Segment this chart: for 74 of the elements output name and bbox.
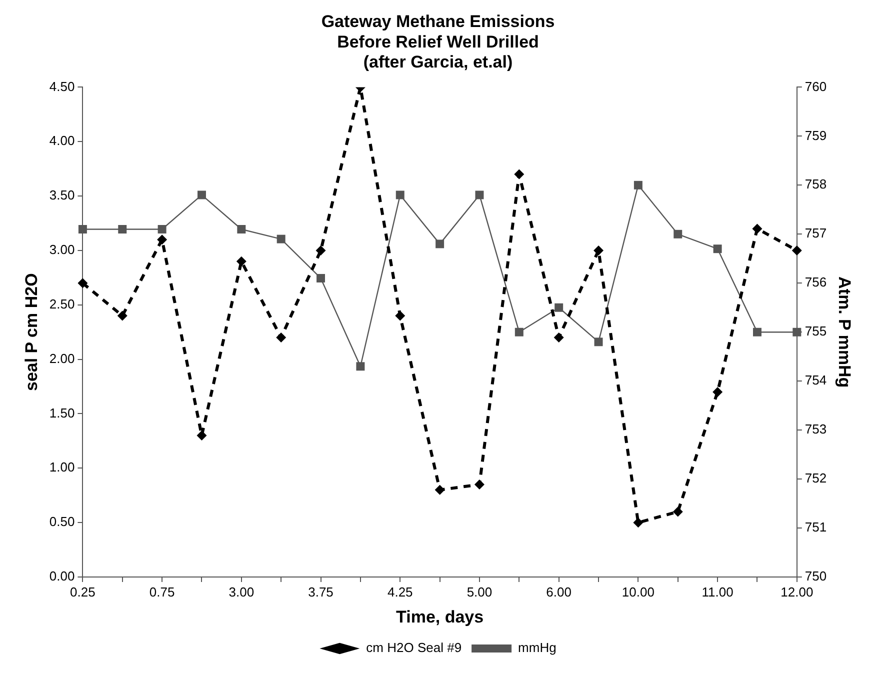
- x-tick-label: 3.75: [308, 584, 334, 600]
- point: [396, 190, 404, 200]
- point: [117, 310, 128, 321]
- point: [395, 310, 406, 321]
- point: [792, 328, 802, 336]
- point: [514, 328, 524, 336]
- y2-tick-label: 757: [804, 226, 827, 241]
- point: [196, 430, 207, 440]
- x-tick-label: 11.00: [702, 584, 734, 600]
- point: [78, 278, 88, 288]
- y2-tick-label: 751: [804, 520, 827, 535]
- x-tick-label: 10.00: [622, 584, 654, 600]
- y2-axis-title: Atm. P mmHg: [835, 276, 854, 388]
- y2-tick-label: 755: [804, 324, 827, 339]
- point: [672, 506, 683, 517]
- y2-tick-label: 759: [804, 128, 827, 143]
- y-tick-label: 2.00: [49, 350, 75, 366]
- chart-title: Gateway Methane Emissions Before Relief Well Drilled (after Garcia, et.al): [321, 12, 555, 72]
- y-tick-label: 0.00: [49, 568, 75, 584]
- point: [236, 256, 246, 266]
- y-tick-label: 3.00: [49, 242, 75, 258]
- point: [78, 225, 87, 234]
- point: [752, 224, 762, 234]
- y-tick-label: 4.00: [49, 133, 75, 148]
- point: [157, 234, 168, 245]
- x-tick-label: 4.25: [387, 584, 413, 600]
- y-tick-label: 0.50: [49, 514, 75, 530]
- point: [634, 180, 642, 190]
- x-tick-label: 5.00: [466, 584, 492, 600]
- point: [594, 245, 604, 256]
- x-tick-label: 0.25: [70, 584, 96, 600]
- point: [712, 386, 723, 397]
- point: [475, 190, 484, 200]
- y-tick-label: 1.50: [49, 405, 75, 420]
- legend-label: mmHg: [518, 640, 556, 656]
- point: [752, 328, 762, 336]
- y-tick-label: 3.50: [49, 188, 75, 203]
- legend-label: cm H2O Seal #9: [366, 640, 462, 656]
- point: [316, 245, 326, 256]
- y-tick-label: 1.00: [49, 460, 75, 475]
- point: [474, 479, 484, 490]
- point: [118, 225, 127, 234]
- point: [792, 245, 802, 256]
- point: [436, 240, 444, 248]
- y2-tick-label: 754: [804, 372, 827, 388]
- point: [237, 225, 246, 234]
- point: [316, 274, 326, 282]
- point: [514, 169, 524, 180]
- point: [594, 338, 603, 346]
- point: [554, 303, 564, 312]
- point: [197, 190, 206, 200]
- x-tick-label: 0.75: [149, 584, 175, 600]
- x-tick-label: 6.00: [546, 584, 572, 600]
- point: [434, 484, 445, 495]
- x-axis-title: Time, days: [396, 607, 484, 626]
- point: [158, 225, 166, 234]
- point: [356, 362, 365, 371]
- x-tick-label: 12.00: [780, 584, 814, 600]
- point: [674, 230, 682, 238]
- point: [276, 332, 286, 343]
- y-tick-label: 4.50: [49, 78, 75, 94]
- point: [554, 332, 564, 343]
- y-tick-label: 2.50: [49, 296, 75, 312]
- y-axis-title: seal P cm H2O: [22, 273, 41, 392]
- y2-tick-label: 753: [804, 422, 827, 437]
- y2-tick-label: 758: [804, 176, 827, 192]
- y2-tick-label: 750: [804, 568, 827, 584]
- point: [276, 234, 286, 244]
- y2-tick-label: 756: [804, 274, 827, 290]
- point: [713, 244, 722, 254]
- y2-tick-label: 760: [804, 78, 827, 94]
- y2-tick-label: 752: [804, 470, 827, 486]
- point: [633, 518, 644, 528]
- x-tick-label: 3.00: [228, 584, 254, 600]
